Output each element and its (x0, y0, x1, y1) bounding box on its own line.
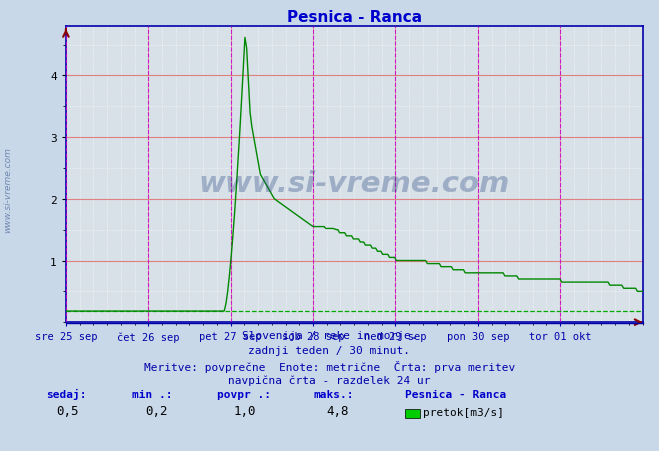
Text: pretok[m3/s]: pretok[m3/s] (423, 407, 504, 417)
Text: Meritve: povprečne  Enote: metrične  Črta: prva meritev: Meritve: povprečne Enote: metrične Črta:… (144, 360, 515, 372)
Text: 4,8: 4,8 (326, 404, 349, 417)
Text: min .:: min .: (132, 389, 172, 399)
Text: navpična črta - razdelek 24 ur: navpična črta - razdelek 24 ur (228, 375, 431, 385)
Text: 1,0: 1,0 (234, 404, 256, 417)
Text: zadnji teden / 30 minut.: zadnji teden / 30 minut. (248, 345, 411, 355)
Text: 0,2: 0,2 (145, 404, 167, 417)
Title: Pesnica - Ranca: Pesnica - Ranca (287, 9, 422, 24)
Text: www.si-vreme.com: www.si-vreme.com (3, 147, 13, 232)
Text: sedaj:: sedaj: (46, 388, 86, 399)
Text: maks.:: maks.: (313, 389, 353, 399)
Text: Slovenija / reke in morje.: Slovenija / reke in morje. (242, 330, 417, 340)
Text: Pesnica - Ranca: Pesnica - Ranca (405, 389, 507, 399)
Text: povpr .:: povpr .: (217, 389, 272, 399)
Text: www.si-vreme.com: www.si-vreme.com (198, 170, 510, 198)
Text: 0,5: 0,5 (56, 404, 78, 417)
